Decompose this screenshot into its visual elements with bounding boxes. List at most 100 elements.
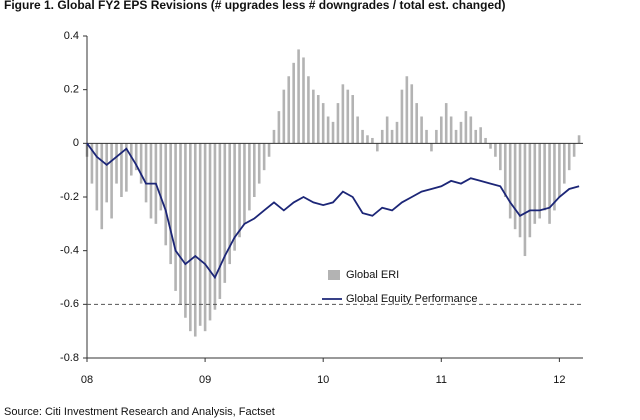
bar (356, 116, 359, 144)
bar (282, 89, 286, 144)
bar (203, 143, 207, 332)
bar (262, 143, 266, 171)
bar (149, 143, 153, 219)
legend-swatch (328, 270, 340, 280)
y-tick-label: -0.6 (60, 298, 79, 310)
bar (238, 143, 241, 238)
bar (120, 143, 123, 197)
bar (100, 143, 104, 230)
bar (179, 143, 182, 305)
bar (302, 57, 305, 144)
legend-label: Global ERI (346, 269, 399, 281)
bar (321, 103, 325, 144)
bar (292, 62, 295, 144)
x-tick-label: 10 (317, 374, 329, 386)
bar (376, 143, 379, 152)
bar (523, 143, 527, 257)
bar (115, 143, 118, 184)
bar (95, 143, 99, 211)
bar (513, 143, 517, 230)
bar (341, 84, 345, 144)
bar (454, 129, 458, 144)
bar (208, 143, 212, 321)
bar (449, 116, 453, 144)
bar (198, 143, 202, 326)
y-tick-label: 0.4 (64, 30, 79, 42)
bar (316, 95, 320, 144)
bar (430, 143, 433, 152)
bar (459, 121, 463, 144)
bar (405, 76, 409, 144)
bar (351, 95, 355, 144)
bar (518, 143, 522, 238)
bar (272, 129, 276, 144)
bar (267, 143, 271, 157)
bar (489, 143, 492, 149)
bar (243, 143, 246, 224)
bar (508, 143, 512, 219)
bar (331, 121, 335, 144)
bar (326, 116, 330, 144)
bar (129, 143, 133, 176)
line (86, 142, 580, 280)
y-tick-label: -0.8 (60, 352, 79, 364)
x-tick-label: 12 (553, 374, 565, 386)
bar (563, 143, 566, 184)
bar (494, 143, 497, 157)
bar (469, 116, 473, 144)
bar (558, 143, 561, 197)
bar (233, 143, 236, 251)
bar (257, 143, 261, 184)
bar (474, 129, 478, 144)
bar (218, 143, 222, 299)
bar (287, 76, 291, 144)
bar (253, 143, 256, 197)
bar (307, 76, 310, 144)
x-tick-label: 09 (199, 374, 211, 386)
bar (184, 143, 187, 318)
bar (395, 121, 399, 144)
bar (169, 143, 172, 265)
bar (572, 143, 576, 157)
bar (577, 135, 581, 144)
bar (484, 137, 487, 144)
bar (361, 129, 364, 144)
bar (425, 129, 428, 144)
bar (503, 143, 507, 197)
bar (444, 103, 448, 144)
bar (248, 143, 251, 211)
bar (366, 135, 369, 144)
bar (134, 143, 138, 171)
y-tick-label: 0 (73, 137, 79, 149)
bar (390, 129, 394, 144)
bar (312, 89, 315, 144)
bar (420, 116, 423, 144)
bar (385, 116, 389, 144)
chart-title: Figure 1. Global FY2 EPS Revisions (# up… (4, 0, 505, 12)
bar (543, 143, 546, 211)
legend-label: Global Equity Performance (346, 293, 477, 305)
bar (410, 84, 414, 144)
bar (228, 143, 231, 265)
source: Source: Citi Investment Research and Ana… (4, 406, 275, 418)
bar (159, 143, 163, 211)
bar (277, 111, 281, 144)
bar (435, 129, 438, 144)
y-tick-label: 0.2 (64, 84, 79, 96)
bar (297, 49, 300, 144)
bar (553, 143, 556, 211)
x-tick-label: 08 (81, 374, 93, 386)
y-tick-label: -0.2 (60, 191, 79, 203)
bar (538, 143, 541, 219)
bar (336, 103, 340, 144)
bar (193, 143, 197, 337)
y-tick-label: -0.4 (60, 245, 79, 257)
bar (533, 143, 537, 224)
bar (415, 103, 418, 144)
bar (189, 143, 192, 332)
bar (479, 127, 482, 144)
bar (400, 89, 404, 144)
bar (567, 143, 571, 171)
bar (439, 116, 443, 144)
